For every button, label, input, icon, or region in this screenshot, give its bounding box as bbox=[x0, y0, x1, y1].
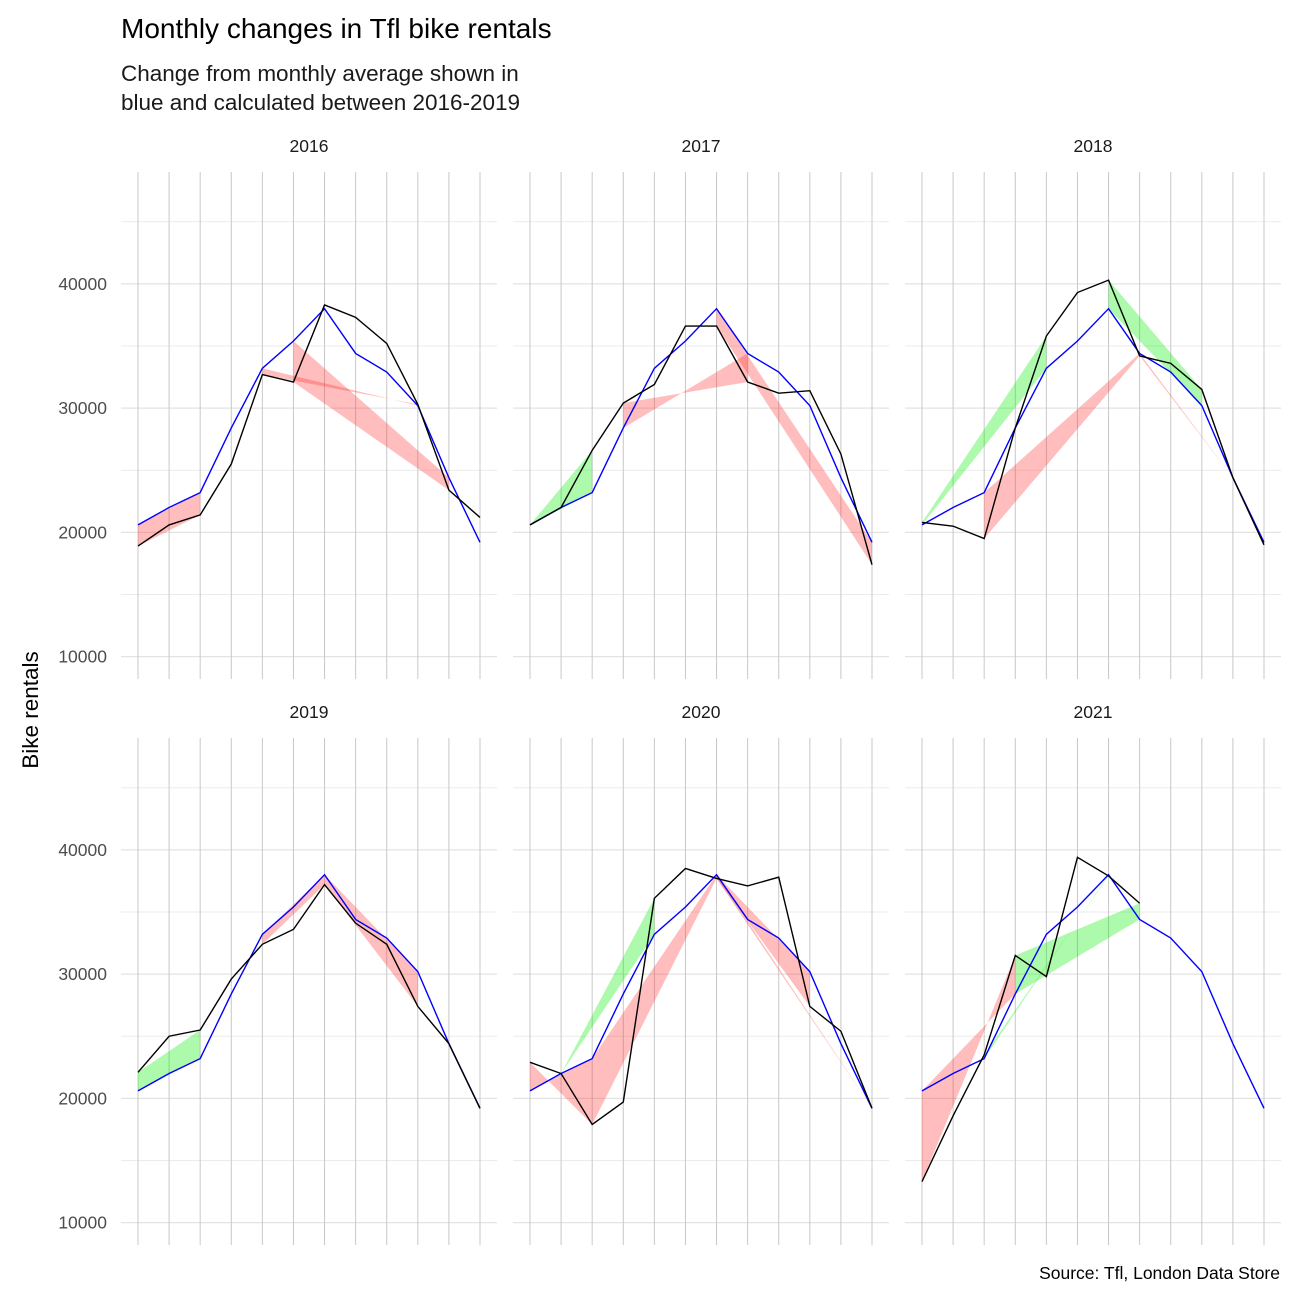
deviation-ribbons bbox=[138, 874, 418, 1091]
actual-line bbox=[137, 883, 481, 1109]
panel-gridlines bbox=[513, 738, 889, 1245]
y-tick-label: 20000 bbox=[58, 1088, 107, 1108]
actual-line bbox=[921, 279, 1265, 546]
y-tick-label: 30000 bbox=[58, 398, 107, 418]
deviation-ribbon bbox=[592, 874, 717, 1125]
deviation-ribbon bbox=[530, 1058, 593, 1125]
deviation-ribbon bbox=[984, 353, 1140, 539]
facet-strip-label: 2021 bbox=[1074, 702, 1113, 722]
panel-2021: 2021 bbox=[905, 702, 1281, 1245]
average-line bbox=[921, 873, 1265, 1109]
panel-2016: 2016 10000 20000 30000 40000 bbox=[58, 136, 497, 679]
chart-caption: Source: Tfl, London Data Store bbox=[1039, 1263, 1280, 1283]
y-tick-label: 10000 bbox=[58, 1213, 107, 1233]
deviation-ribbon bbox=[293, 341, 449, 491]
deviation-ribbon bbox=[262, 368, 418, 406]
average-line bbox=[137, 873, 481, 1109]
deviation-ribbon bbox=[530, 450, 593, 525]
actual-line bbox=[137, 304, 481, 547]
chart-subtitle-line-1: Change from monthly average shown in bbox=[121, 61, 519, 86]
deviation-ribbon bbox=[262, 874, 325, 945]
panel-2020: 2020 bbox=[513, 702, 889, 1245]
facet-strip-label: 2018 bbox=[1074, 136, 1113, 156]
average-line bbox=[529, 307, 873, 543]
deviation-ribbon bbox=[922, 336, 1047, 525]
y-axis-label: Bike rentals bbox=[18, 651, 43, 769]
panel-gridlines bbox=[121, 738, 497, 1245]
y-tick-label: 10000 bbox=[58, 647, 107, 667]
deviation-ribbon bbox=[716, 874, 872, 1109]
deviation-ribbon bbox=[138, 1030, 201, 1091]
actual-line bbox=[529, 325, 873, 565]
deviation-ribbon bbox=[922, 955, 1016, 1182]
deviation-ribbon bbox=[1015, 903, 1140, 994]
actual-line bbox=[529, 867, 873, 1126]
facet-panels: 2016 10000 20000 30000 40000 2017 2018 2019 1000… bbox=[58, 136, 1281, 1245]
deviation-ribbon bbox=[716, 308, 872, 565]
deviation-ribbons bbox=[138, 341, 449, 547]
deviation-ribbon bbox=[138, 492, 201, 547]
actual-line bbox=[921, 856, 1141, 1182]
average-line bbox=[529, 873, 873, 1109]
deviation-ribbons bbox=[922, 280, 1233, 539]
deviation-ribbon bbox=[984, 874, 1109, 1059]
y-tick-label: 20000 bbox=[58, 522, 107, 542]
chart-title: Monthly changes in Tfl bike rentals bbox=[121, 13, 552, 44]
deviation-ribbon bbox=[561, 898, 655, 1074]
deviation-ribbon bbox=[1139, 353, 1233, 478]
facet-strip-label: 2019 bbox=[290, 702, 329, 722]
panel-2018: 2018 bbox=[905, 136, 1281, 679]
y-tick-label: 40000 bbox=[58, 274, 107, 294]
deviation-ribbons bbox=[530, 308, 872, 565]
facet-strip-label: 2020 bbox=[682, 702, 721, 722]
panel-2017: 2017 bbox=[513, 136, 889, 679]
average-line bbox=[921, 307, 1265, 543]
facet-strip-label: 2017 bbox=[682, 136, 721, 156]
panel-gridlines bbox=[121, 172, 497, 679]
facet-strip-label: 2016 bbox=[290, 136, 329, 156]
deviation-ribbon bbox=[1108, 280, 1202, 406]
deviation-ribbons bbox=[922, 874, 1140, 1182]
panel-gridlines bbox=[905, 738, 1281, 1245]
y-tick-label: 30000 bbox=[58, 964, 107, 984]
chart-subtitle-line-2: blue and calculated between 2016-2019 bbox=[121, 90, 520, 115]
y-tick-label: 40000 bbox=[58, 840, 107, 860]
panel-gridlines bbox=[513, 172, 889, 679]
panel-2019: 2019 10000 20000 30000 40000 bbox=[58, 702, 497, 1245]
panel-gridlines bbox=[905, 172, 1281, 679]
